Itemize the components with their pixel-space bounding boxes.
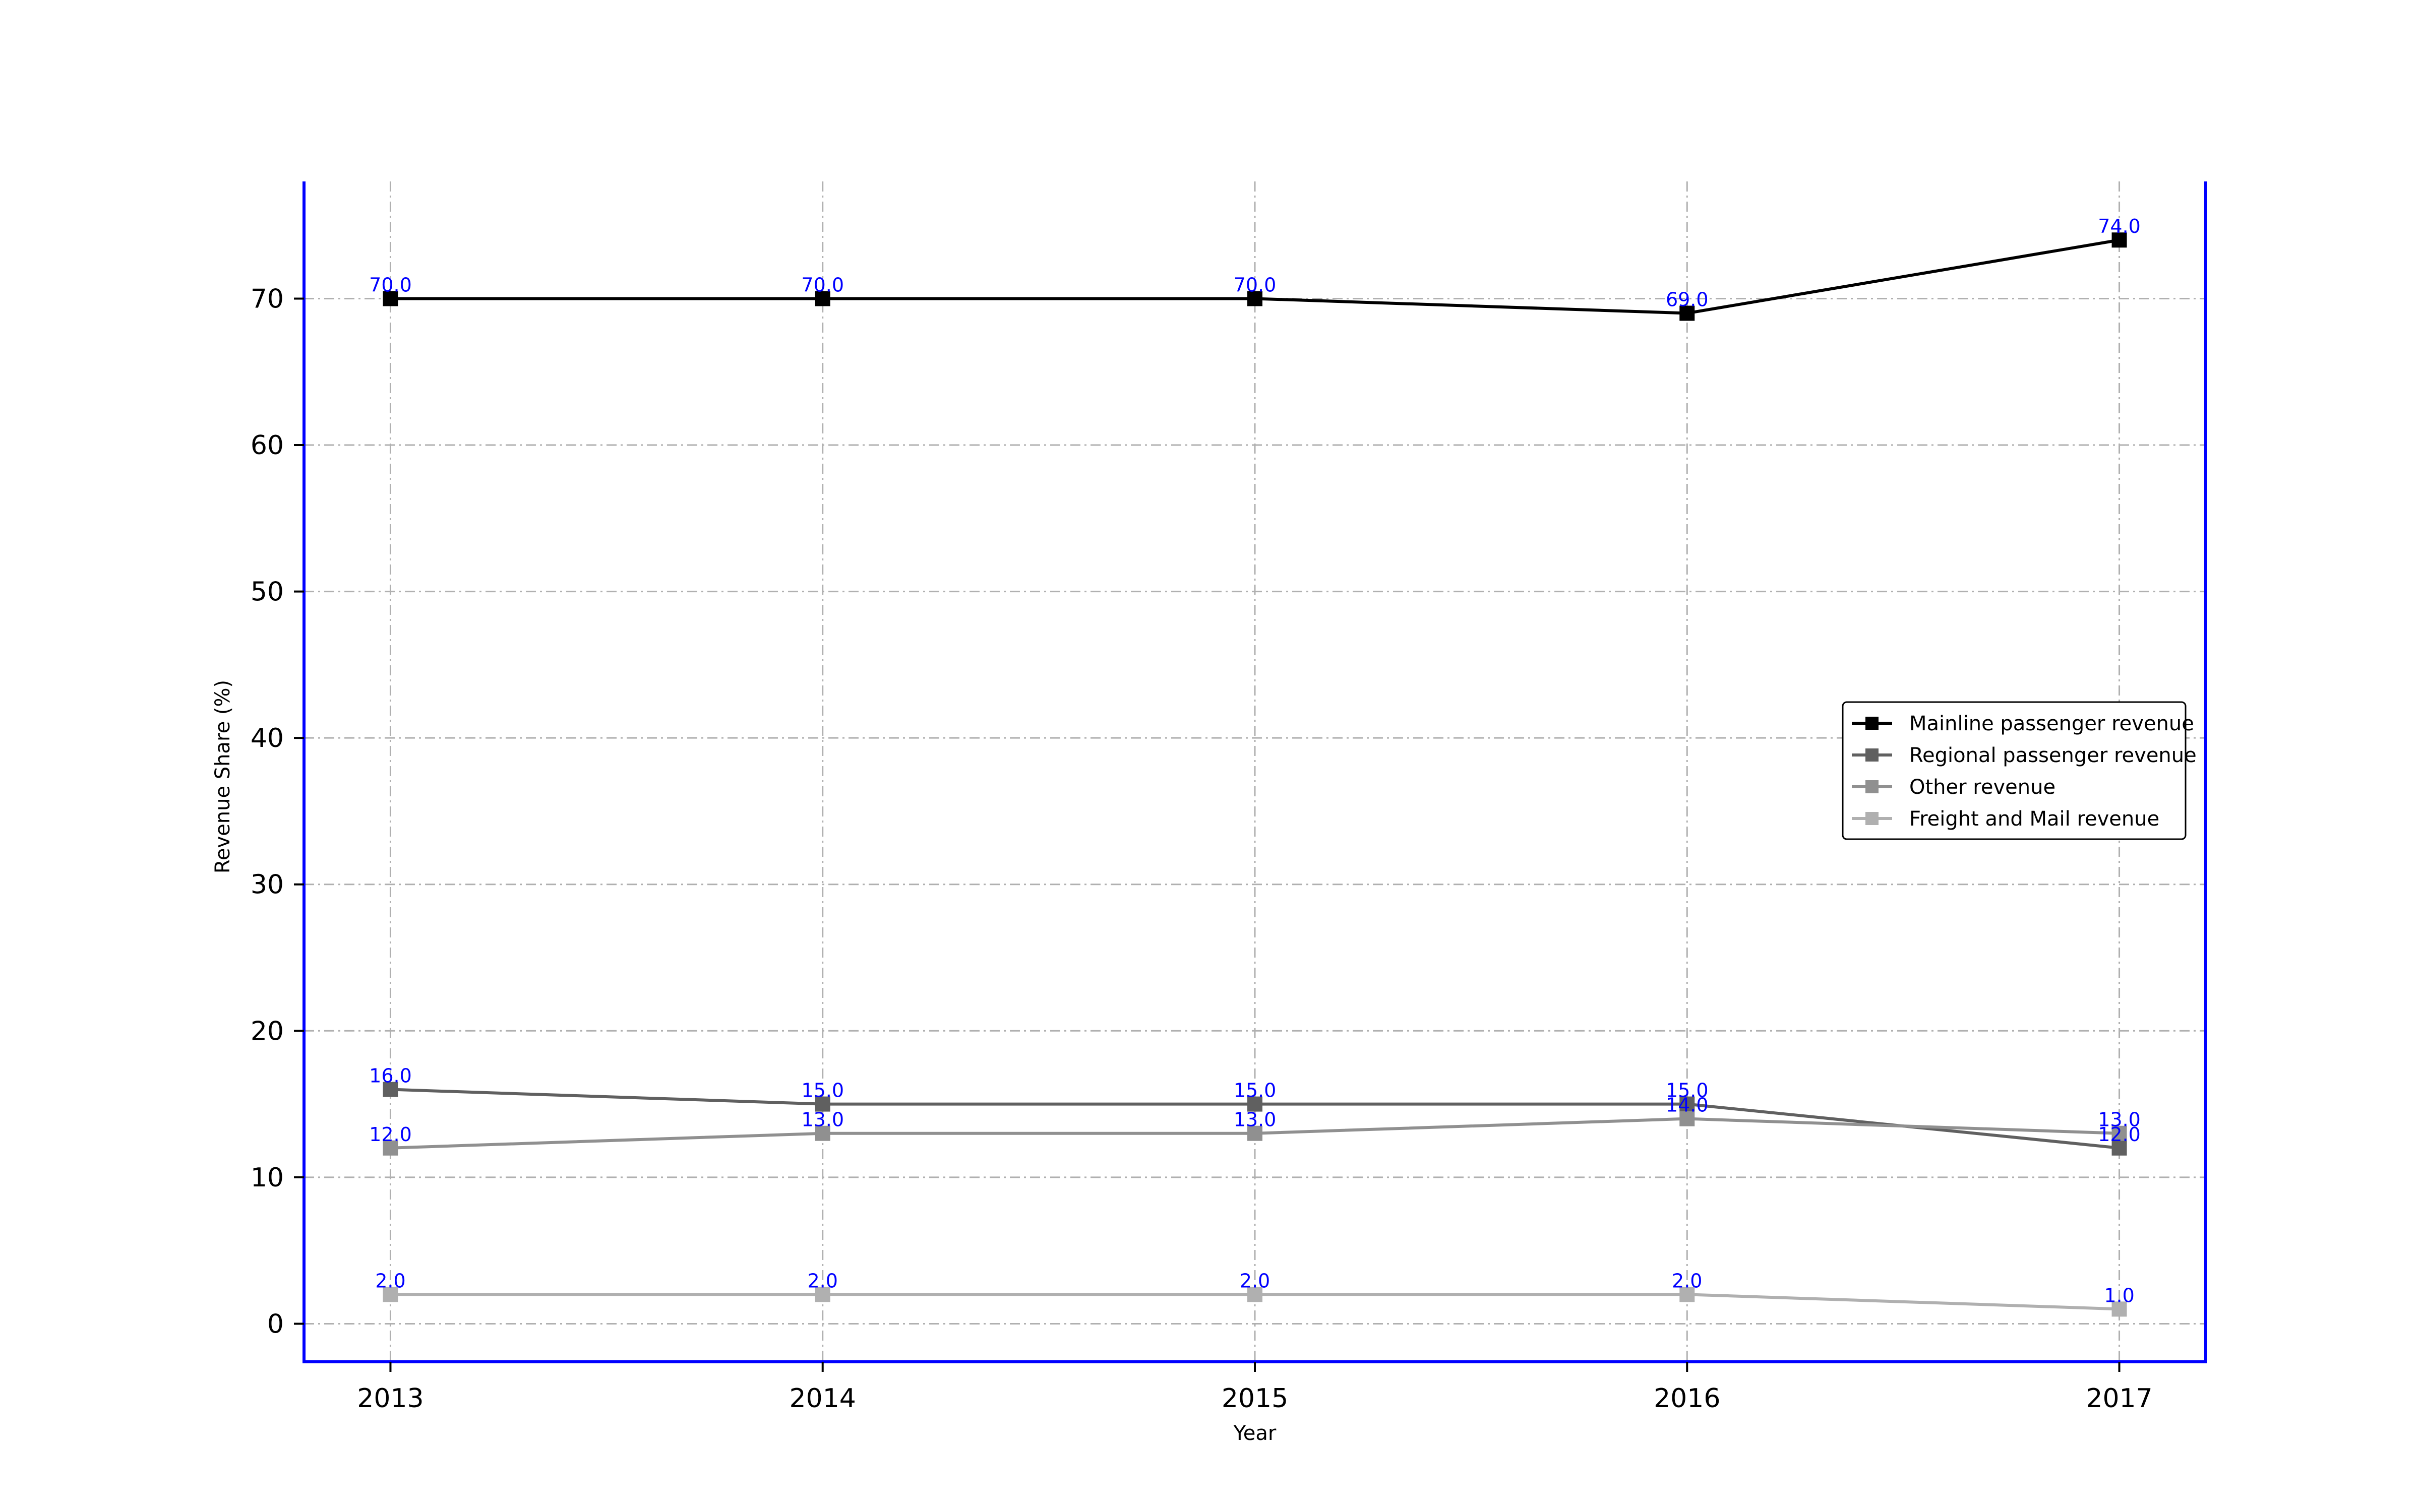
legend-label: Regional passenger revenue <box>1909 744 2197 767</box>
data-label: 13.0 <box>1234 1109 1277 1131</box>
data-label: 70.0 <box>801 274 844 296</box>
data-point-marker <box>1679 1111 1695 1126</box>
legend-marker-swatch <box>1865 717 1879 730</box>
data-label: 15.0 <box>801 1080 844 1102</box>
data-point-marker <box>1679 1287 1695 1302</box>
x-tick-label: 2014 <box>790 1383 856 1414</box>
series-1 <box>383 232 2127 321</box>
data-point-marker <box>1679 305 1695 321</box>
x-tick-label: 2016 <box>1654 1383 1720 1414</box>
y-tick-label: 20 <box>251 1016 284 1046</box>
data-point-marker <box>383 1140 398 1156</box>
series-3 <box>383 1111 2127 1156</box>
y-tick-label: 10 <box>251 1163 284 1193</box>
legend-frame <box>1842 701 2187 840</box>
data-label: 13.0 <box>2098 1109 2141 1131</box>
y-tick-label: 70 <box>251 284 284 314</box>
legend-marker-swatch <box>1865 780 1879 793</box>
axes: 0 10 20 30 40 50 60 70 2013 2014 2015 2016 2017 <box>251 181 2207 1414</box>
y-tick-label: 50 <box>251 577 284 607</box>
x-tick-label: 2015 <box>1222 1383 1288 1414</box>
legend-item: Other revenue <box>1852 776 2055 799</box>
data-point-marker <box>383 291 398 306</box>
data-label: 2.0 <box>808 1270 838 1292</box>
data-label: 74.0 <box>2098 215 2141 237</box>
legend-item: Mainline passenger revenue <box>1852 712 2194 735</box>
x-axis-title: Year <box>1233 1422 1277 1445</box>
data-label: 13.0 <box>801 1109 844 1131</box>
data-point-marker <box>2111 1125 2127 1141</box>
legend-marker-swatch <box>1865 748 1879 762</box>
data-point-marker <box>1247 291 1262 306</box>
data-point-marker <box>2111 1140 2127 1156</box>
data-point-marker <box>815 291 830 306</box>
series-4 <box>383 1287 2127 1317</box>
data-label: 70.0 <box>1234 274 1277 296</box>
data-point-marker <box>1247 1287 1262 1302</box>
data-point-marker <box>1247 1096 1262 1112</box>
data-label: 2.0 <box>1240 1270 1270 1292</box>
legend: Mainline passenger revenue Regional passe… <box>1842 701 2197 840</box>
legend-item: Regional passenger revenue <box>1852 744 2197 767</box>
data-label: 12.0 <box>2098 1123 2141 1146</box>
y-axis-title: Revenue Share (%) <box>211 680 234 873</box>
legend-marker-swatch <box>1865 812 1879 825</box>
data-label: 1.0 <box>2104 1284 2134 1306</box>
data-point-marker <box>2111 232 2127 248</box>
data-label: 12.0 <box>369 1123 412 1146</box>
y-tick-label: 40 <box>251 723 284 753</box>
data-point-marker <box>815 1125 830 1141</box>
data-point-marker <box>1679 1096 1695 1112</box>
data-label: 70.0 <box>369 274 412 296</box>
legend-label: Other revenue <box>1909 776 2055 799</box>
legend-label: Freight and Mail revenue <box>1909 807 2159 831</box>
data-labels: 70.0 70.0 70.0 69.0 74.0 16.0 15.0 15.0 15.0 12.0… <box>369 215 2141 1306</box>
data-label: 16.0 <box>369 1065 412 1087</box>
data-label: 2.0 <box>375 1270 405 1292</box>
legend-item: Freight and Mail revenue <box>1852 807 2159 831</box>
data-point-marker <box>383 1287 398 1302</box>
data-point-marker <box>815 1287 830 1302</box>
data-point-marker <box>2111 1301 2127 1317</box>
y-tick-label: 30 <box>251 870 284 900</box>
data-label: 15.0 <box>1234 1080 1277 1102</box>
y-tick-label: 0 <box>267 1309 284 1339</box>
data-point-marker <box>815 1096 830 1112</box>
series-lines <box>383 232 2127 1317</box>
legend-label: Mainline passenger revenue <box>1909 712 2194 735</box>
x-tick-label: 2017 <box>2086 1383 2152 1414</box>
data-label: 15.0 <box>1666 1080 1709 1102</box>
data-label: 14.0 <box>1666 1094 1709 1116</box>
y-tick-label: 60 <box>251 430 284 461</box>
x-tick-label: 2013 <box>357 1383 424 1414</box>
data-label: 69.0 <box>1666 289 1709 311</box>
data-point-marker <box>383 1082 398 1097</box>
data-label: 2.0 <box>1672 1270 1702 1292</box>
data-point-marker <box>1247 1125 1262 1141</box>
series-2 <box>383 1082 2127 1156</box>
